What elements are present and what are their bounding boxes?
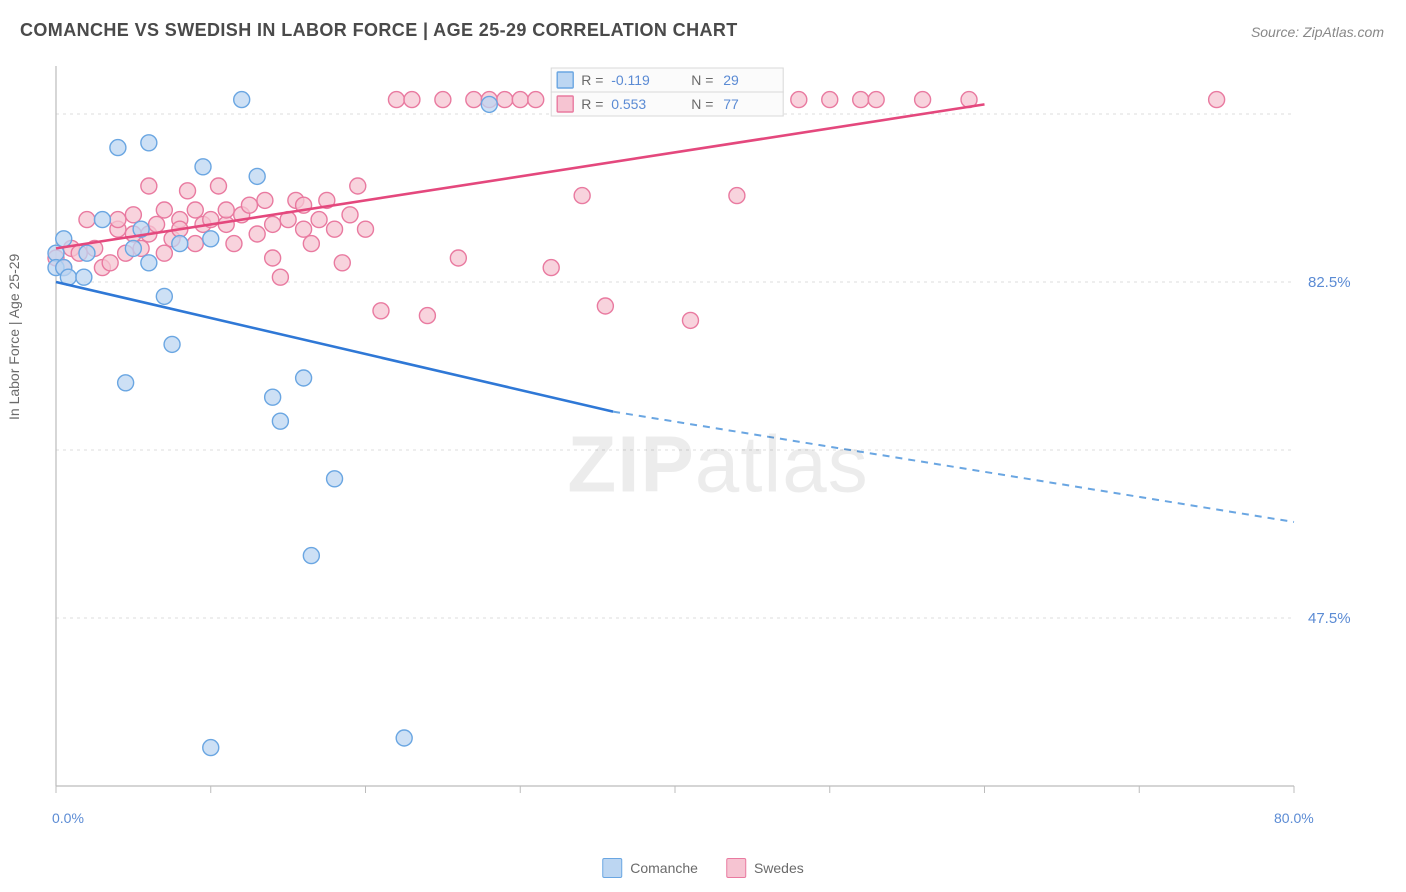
svg-text:47.5%: 47.5% <box>1308 610 1351 627</box>
svg-text:29: 29 <box>723 72 739 88</box>
legend: Comanche Swedes <box>602 858 804 878</box>
svg-text:R =: R = <box>581 72 603 88</box>
x-axis-label-min: 0.0% <box>52 810 84 826</box>
x-axis-label-max: 80.0% <box>1274 810 1314 826</box>
plot-area: 47.5% 82.5% R = -0.119 N = 29 R = 0.553 N = 77 <box>44 56 1384 816</box>
svg-text:82.5%: 82.5% <box>1308 274 1351 291</box>
svg-text:R =: R = <box>581 96 603 112</box>
legend-swatch-comanche <box>602 858 622 878</box>
svg-text:-0.119: -0.119 <box>611 72 650 88</box>
legend-label-comanche: Comanche <box>630 860 698 876</box>
legend-swatch-swedes <box>726 858 746 878</box>
svg-text:0.553: 0.553 <box>611 96 646 112</box>
legend-item-comanche: Comanche <box>602 858 698 878</box>
chart-title: COMANCHE VS SWEDISH IN LABOR FORCE | AGE… <box>20 20 738 41</box>
source-label: Source: ZipAtlas.com <box>1251 24 1384 40</box>
y-axis-label: In Labor Force | Age 25-29 <box>6 254 22 420</box>
svg-text:N =: N = <box>691 96 713 112</box>
legend-item-swedes: Swedes <box>726 858 804 878</box>
chart-svg: 47.5% 82.5% R = -0.119 N = 29 R = 0.553 N = 77 <box>44 56 1384 816</box>
svg-text:77: 77 <box>723 96 739 112</box>
svg-text:N =: N = <box>691 72 713 88</box>
legend-label-swedes: Swedes <box>754 860 804 876</box>
